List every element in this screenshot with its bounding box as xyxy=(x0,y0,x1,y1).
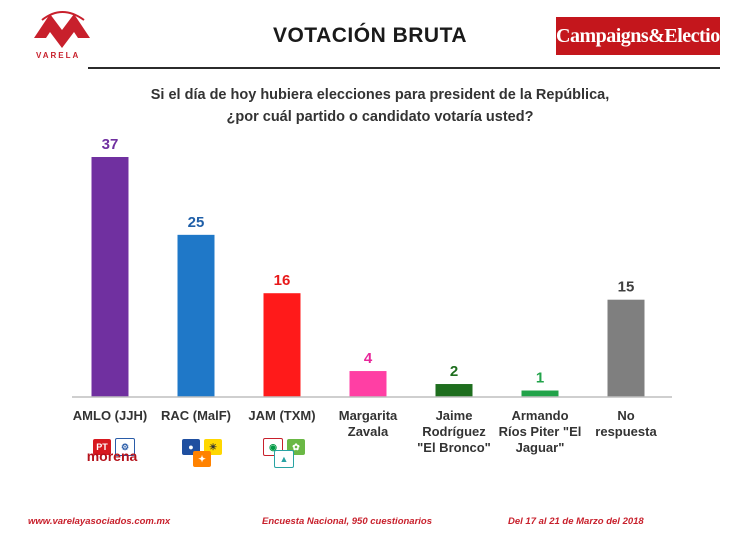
footer-survey-info: Encuesta Nacional, 950 cuestionarios xyxy=(262,516,433,527)
category-label-line: AMLO (JJH) xyxy=(72,408,148,423)
category-label-line: Jaguar" xyxy=(515,440,565,455)
nueva-alianza-logo: ▲ xyxy=(254,450,314,468)
varela-logo xyxy=(28,8,98,60)
bar-2 xyxy=(177,234,215,397)
morena-logo-text: morena xyxy=(86,448,138,464)
question-line-1: Si el día de hoy hubiera elecciones para… xyxy=(150,87,610,103)
category-label-line: RAC (MalF) xyxy=(160,408,232,423)
category-label-line: respuesta xyxy=(595,424,657,439)
bar-6 xyxy=(521,390,559,397)
pt-logo-icon: PT xyxy=(93,439,111,455)
category-label-3: JAM (TXM) xyxy=(239,408,325,424)
category-label-line: Ríos Piter "El xyxy=(498,424,582,439)
survey-question: Si el día de hoy hubiera elecciones para… xyxy=(80,84,680,128)
bar-1 xyxy=(91,157,129,397)
mc-party-logo: ✦ xyxy=(172,450,232,468)
nueva-alianza-logo-icon: ▲ xyxy=(274,450,294,468)
category-label-7: No respuesta xyxy=(583,408,669,440)
logo-text: VARELA xyxy=(36,51,81,60)
category-label-line: JAM (TXM) xyxy=(248,408,316,423)
value-label-6: 1 xyxy=(536,370,544,387)
question-line-2: ¿por cuál partido o candidato votaría us… xyxy=(226,109,534,125)
category-label-line: Jaime xyxy=(435,408,473,423)
footer-website[interactable]: www.varelayasociados.com.mx xyxy=(28,516,171,527)
header-divider xyxy=(88,67,720,69)
category-label-1: AMLO (JJH) xyxy=(67,408,153,424)
bar-7 xyxy=(607,299,645,397)
value-label-3: 16 xyxy=(274,272,291,289)
page-title: VOTACIÓN BRUTA xyxy=(272,24,468,47)
category-label-2: RAC (MalF) xyxy=(153,408,239,424)
encuentro-social-logo-icon: ⚙ xyxy=(115,438,135,456)
value-label-5: 2 xyxy=(450,363,458,380)
category-label-4: Margarita Zavala xyxy=(325,408,411,440)
category-label-5: Jaime Rodríguez "El Bronco" xyxy=(411,408,497,456)
category-label-line: "El Bronco" xyxy=(417,440,491,455)
bar-5 xyxy=(435,384,473,397)
footer-dates: Del 17 al 21 de Marzo del 2018 xyxy=(508,516,644,527)
bar-4 xyxy=(349,371,387,397)
campaigns-elections-logo: Campaigns&Elections xyxy=(556,17,738,55)
category-label-6: Armando Ríos Piter "El Jaguar" xyxy=(497,408,583,456)
amlo-party-logos: PT ⚙ xyxy=(84,430,144,464)
category-label-line: Rodríguez xyxy=(422,424,486,439)
value-label-4: 4 xyxy=(364,350,373,367)
category-label-line: No xyxy=(617,408,635,423)
mc-logo-icon: ✦ xyxy=(193,451,211,467)
bar-3 xyxy=(263,293,301,397)
value-label-7: 15 xyxy=(618,279,635,296)
category-label-line: Zavala xyxy=(347,424,389,439)
category-label-line: Armando xyxy=(511,408,569,423)
category-label-line: Margarita xyxy=(338,408,398,423)
value-label-2: 25 xyxy=(188,214,205,231)
value-label-1: 37 xyxy=(102,136,119,153)
